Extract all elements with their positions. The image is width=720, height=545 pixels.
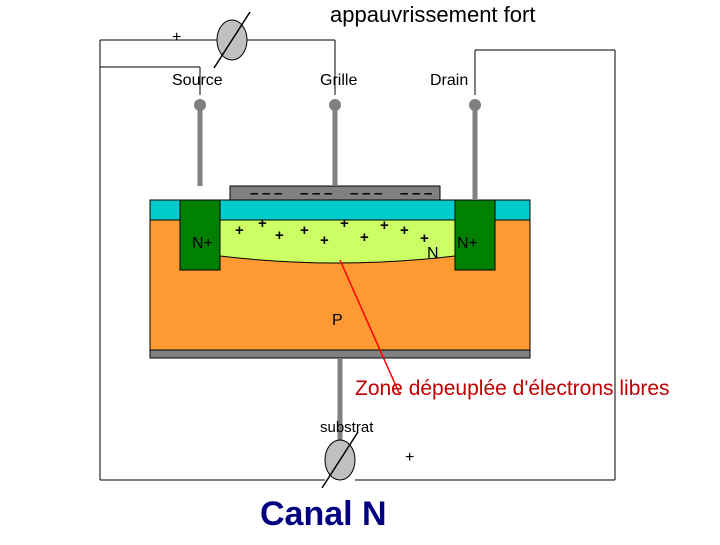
minus-charge: – bbox=[424, 185, 432, 202]
plus-charge: + bbox=[380, 217, 389, 234]
minus-charge: – bbox=[374, 185, 382, 202]
plus-charge: + bbox=[235, 222, 244, 239]
plus-bot-label: + bbox=[405, 449, 414, 466]
mosfet-diagram: ––––––––––––++++++++++appauvrissement fo… bbox=[0, 0, 720, 540]
zone-label: Zone dépeuplée d'électrons libres bbox=[355, 377, 670, 400]
minus-charge: – bbox=[262, 185, 270, 202]
substrat-label: substrat bbox=[320, 419, 374, 436]
gate-terminal bbox=[329, 99, 341, 111]
body-contact bbox=[150, 350, 530, 358]
nplus-left-label: N+ bbox=[192, 235, 213, 252]
minus-charge: – bbox=[274, 185, 282, 202]
minus-charge: – bbox=[312, 185, 320, 202]
minus-charge: – bbox=[324, 185, 332, 202]
plus-top-label: + bbox=[172, 29, 181, 46]
minus-charge: – bbox=[250, 185, 258, 202]
plus-charge: + bbox=[258, 215, 267, 232]
source-terminal bbox=[194, 99, 206, 111]
plus-charge: + bbox=[275, 227, 284, 244]
minus-charge: – bbox=[300, 185, 308, 202]
title-label: appauvrissement fort bbox=[330, 2, 535, 27]
drain-label: Drain bbox=[430, 72, 468, 89]
plus-charge: + bbox=[400, 222, 409, 239]
nplus-right-label: N+ bbox=[457, 235, 478, 252]
plus-charge: + bbox=[320, 232, 329, 249]
plus-charge: + bbox=[360, 229, 369, 246]
drain-terminal bbox=[469, 99, 481, 111]
grille-label: Grille bbox=[320, 72, 357, 89]
minus-charge: – bbox=[350, 185, 358, 202]
minus-charge: – bbox=[412, 185, 420, 202]
canal-label: Canal N bbox=[260, 495, 387, 533]
p-label: P bbox=[332, 312, 343, 329]
plus-charge: + bbox=[300, 222, 309, 239]
minus-charge: – bbox=[400, 185, 408, 202]
minus-charge: – bbox=[362, 185, 370, 202]
source-label: Source bbox=[172, 72, 223, 89]
n-label: N bbox=[427, 245, 439, 262]
plus-charge: + bbox=[340, 215, 349, 232]
